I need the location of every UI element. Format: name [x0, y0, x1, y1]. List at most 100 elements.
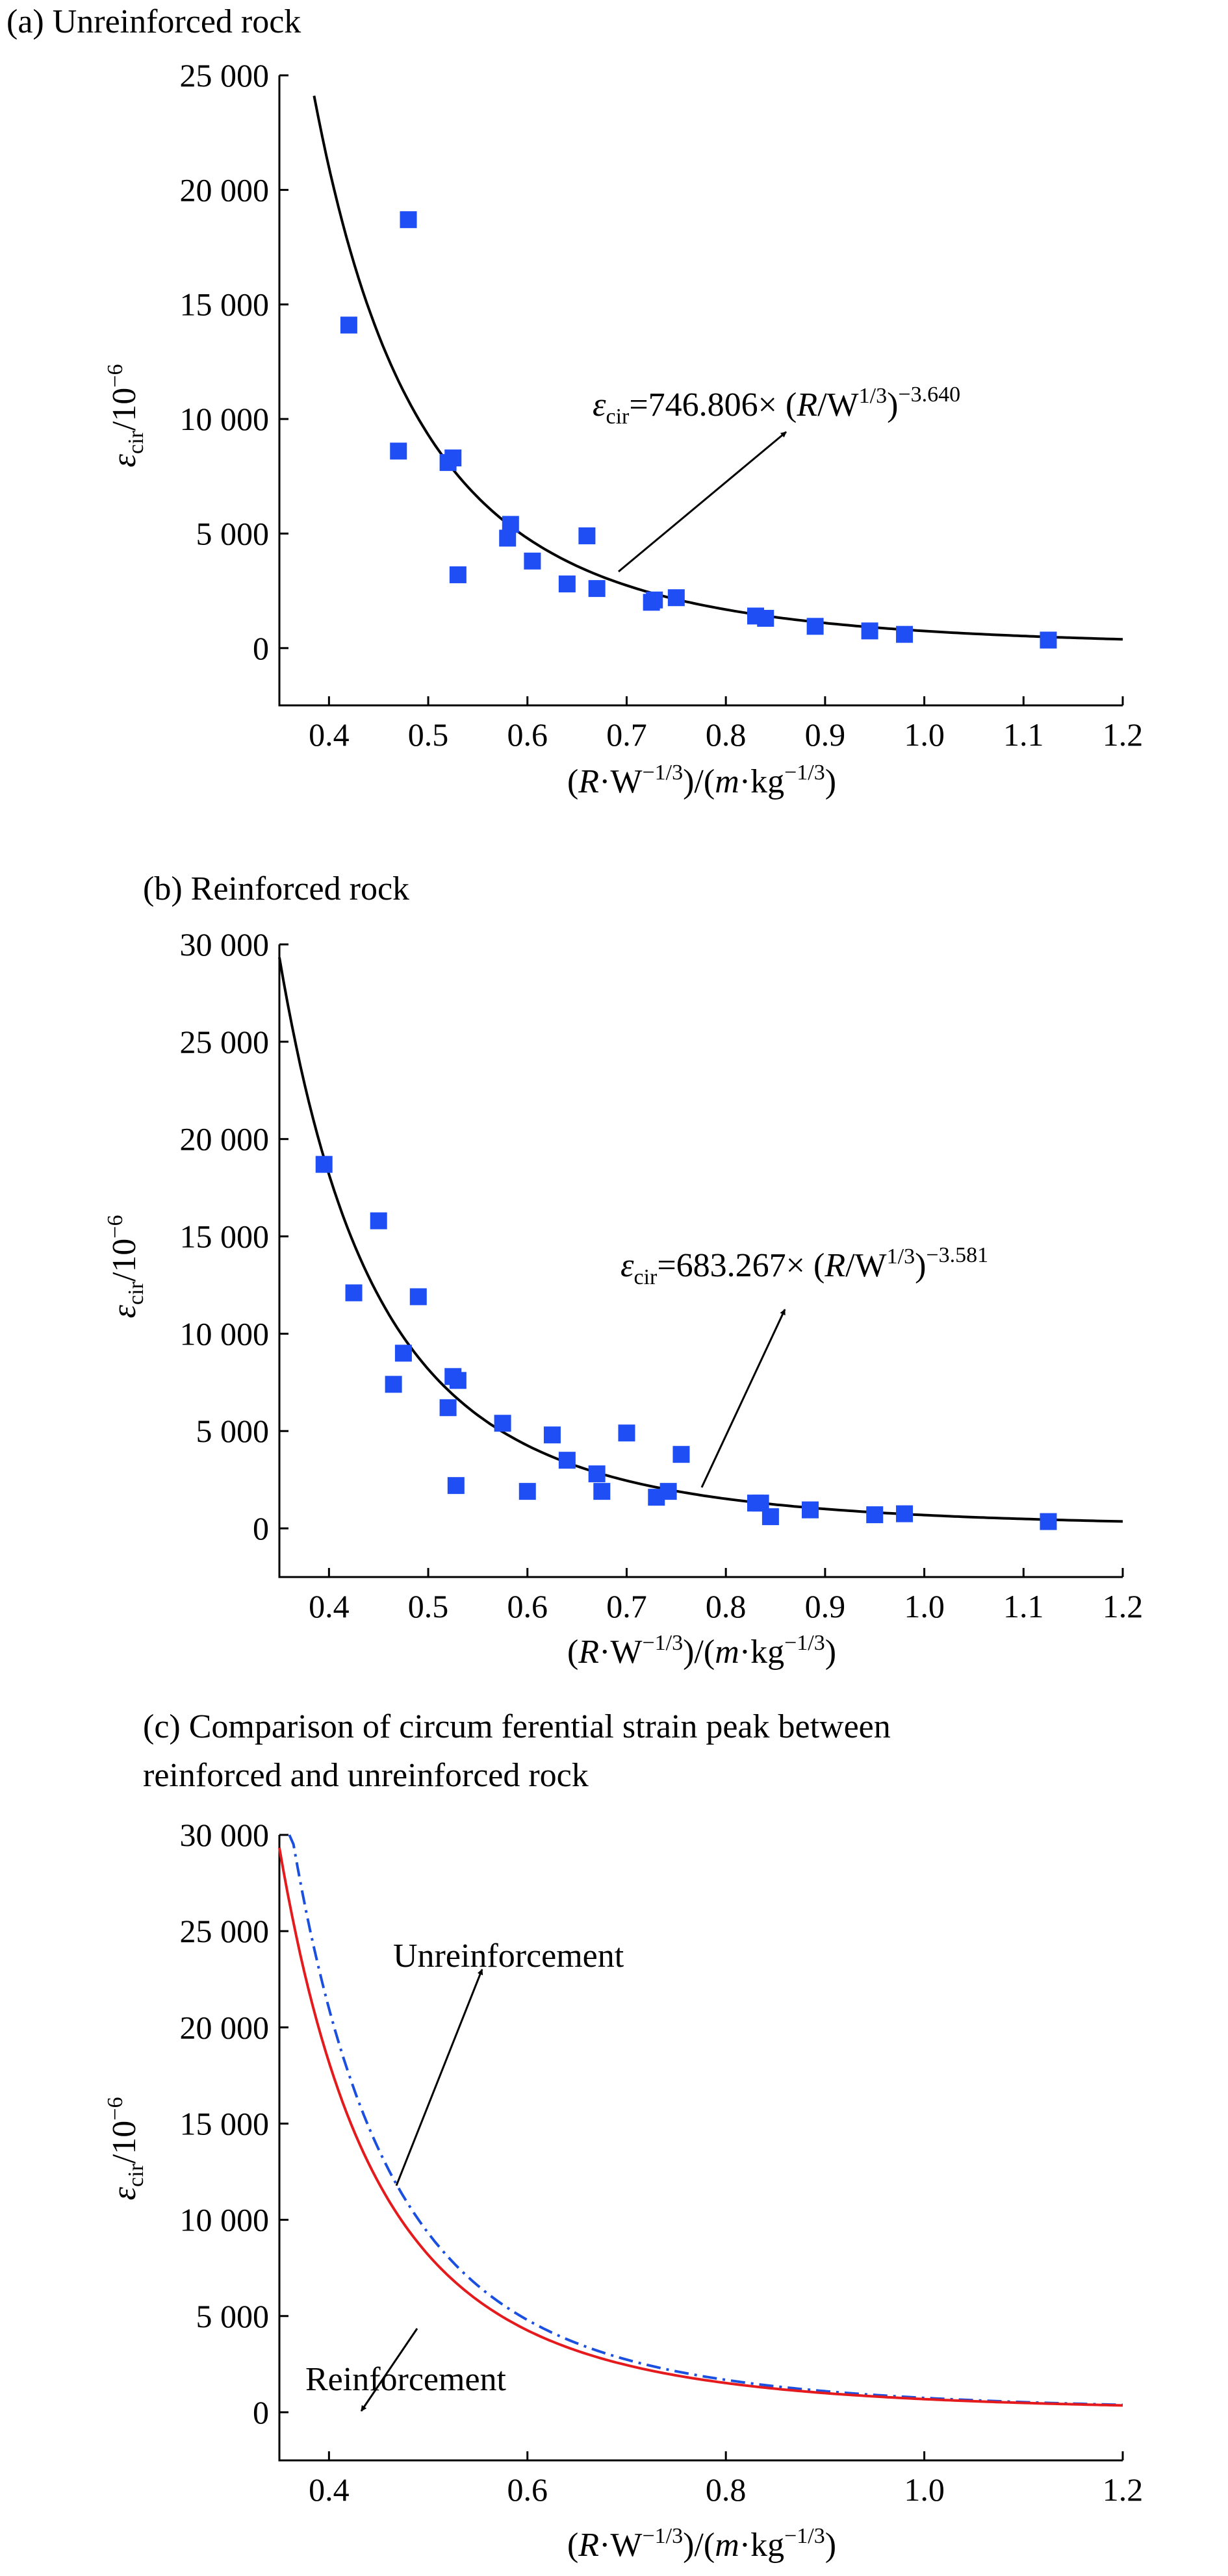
panel-a-data-point: [390, 442, 407, 460]
panel-c-ytick-label: 15 000: [180, 2105, 270, 2141]
panel-a-ylabel: εcir/10−6: [103, 364, 148, 468]
panel-c-unreinforcement-arrow: [395, 1969, 483, 2186]
panel-a-data-point: [861, 622, 878, 640]
panel-b-xtick-label: 0.5: [408, 1588, 449, 1624]
panel-b-title: (b) Reinforced rock: [143, 870, 409, 907]
panel-b-eq-body: =683.267× (: [657, 1247, 825, 1284]
panel-a-fit-equation: εcir=746.806× (R/W1/3)−3.640: [593, 383, 960, 429]
panel-b-annotation-arrow: [700, 1309, 786, 1488]
panel-b-data-point: [896, 1505, 914, 1522]
panel-c-xtick-label: 1.0: [904, 2471, 945, 2508]
panel-c-unreinforcement-line: [288, 1834, 1123, 2406]
panel-c-axes: [278, 1835, 1123, 2462]
panel-c: (c) Comparison of circum ferential strai…: [103, 1708, 1143, 2564]
panel-a-eq-body: =746.806× (: [629, 386, 797, 423]
panel-b-data-point: [543, 1426, 561, 1444]
panel-c-reinforcement-label: Reinforcement: [305, 2361, 507, 2398]
panel-c-xtick-label: 0.4: [309, 2471, 350, 2508]
panel-a-eq-cir: cir: [606, 405, 630, 429]
panel-b-fit-equation: εcir=683.267× (R/W1/3)−3.581: [620, 1243, 988, 1289]
panel-a-xtick-label: 1.2: [1103, 716, 1144, 753]
panel-a-data-point: [558, 575, 576, 593]
panel-b-yticks: 0 5 000 10 000 15 000 20 000 25 000 30 000: [180, 926, 288, 1547]
panel-b-data-point: [385, 1376, 402, 1393]
panel-c-xtick-label: 0.6: [507, 2471, 548, 2508]
panel-b-data-point: [447, 1477, 465, 1495]
panel-a-xtick-label: 1.1: [1003, 716, 1044, 753]
panel-a-ytick-label: 5 000: [196, 515, 270, 551]
panel-b-data-point: [801, 1501, 819, 1519]
panel-a-fit-line: [313, 95, 1123, 641]
panel-c-yticks: 0 5 000 10 000 15 000 20 000 25 000 30 000: [180, 1817, 288, 2431]
panel-b-ylabel: εcir/10−6: [103, 1215, 148, 1319]
panel-b-data-point: [494, 1415, 511, 1432]
panel-a-xtick-label: 0.9: [805, 716, 846, 753]
panel-b-xtick-label: 1.2: [1103, 1588, 1144, 1624]
panel-c-ytick-label: 0: [253, 2394, 269, 2431]
panel-b-ytick-label: 30 000: [180, 926, 270, 963]
panel-b-fit-line: [278, 957, 1123, 1523]
panel-c-xticks: 0.4 0.6 0.8 1.0 1.2: [309, 2451, 1143, 2508]
panel-a-data-point: [646, 591, 663, 609]
panel-a-annotation-arrow: [618, 431, 787, 573]
panel-a-data-point: [806, 618, 824, 635]
panel-c-ylabel: εcir/10−6: [103, 2097, 148, 2201]
panel-b-data-point: [409, 1288, 427, 1306]
panel-a-eq-wsup: 1/3: [859, 384, 887, 408]
panel-a-axes: [278, 75, 1123, 707]
panel-c-ytick-label: 30 000: [180, 1817, 270, 1853]
panel-c-title-line-1: (c) Comparison of circum ferential strai…: [143, 1708, 891, 1745]
panel-c-xlabel: (R·W−1/3)/(m·kg−1/3): [567, 2524, 836, 2564]
panel-a-data-point: [340, 316, 357, 334]
panel-c-reinforcement-arrow: [360, 2328, 418, 2412]
panel-b-ytick-label: 20 000: [180, 1121, 270, 1157]
panel-b-eq-wsup: 1/3: [887, 1244, 915, 1269]
panel-b-data-point: [593, 1483, 611, 1500]
panel-c-title-line-2: reinforced and unreinforced rock: [143, 1757, 589, 1794]
panel-a-xtick-label: 1.0: [904, 716, 945, 753]
panel-b-data-point: [370, 1212, 387, 1230]
panel-b-ytick-label: 10 000: [180, 1315, 270, 1352]
panel-b-xtick-label: 0.8: [706, 1588, 747, 1624]
panel-b-data-point: [866, 1506, 884, 1524]
panel-a-xtick-label: 0.4: [309, 716, 350, 753]
panel-a-eq-exp: −3.640: [898, 383, 960, 407]
panel-b-data-point: [439, 1399, 457, 1417]
panel-b-eq-cir: cir: [634, 1265, 658, 1289]
panel-a-eq-r: R: [796, 386, 817, 423]
panel-a-xtick-label: 0.8: [706, 716, 747, 753]
panel-a-xtick-label: 0.7: [606, 716, 647, 753]
panel-a-ytick-label: 15 000: [180, 286, 270, 323]
panel-b-eq-exp: −3.581: [926, 1243, 988, 1267]
panel-a-ytick-label: 0: [253, 630, 269, 666]
panel-b-data-point: [518, 1483, 536, 1500]
panel-c-ytick-label: 5 000: [196, 2298, 270, 2334]
panel-a-data-point: [578, 527, 596, 544]
panel-a-xticks: 0.4 0.5 0.6 0.7 0.8 0.9 1.0 1.1 1.2: [309, 696, 1143, 753]
panel-b-axes: [278, 944, 1123, 1578]
panel-a-data-point: [757, 609, 774, 627]
panel-a-points: [340, 211, 1057, 649]
panel-a-title: (a) Unreinforced rock: [6, 3, 301, 40]
panel-a-data-point: [1040, 631, 1057, 649]
panel-a: (a) Unreinforced rock 0 5 000 10 000 15 000…: [6, 3, 1143, 800]
panel-b-data-point: [659, 1483, 677, 1500]
panel-a-data-point: [502, 516, 519, 533]
panel-c-xtick-label: 1.2: [1103, 2471, 1144, 2508]
panel-b-eq-w: /W: [845, 1247, 887, 1284]
panel-b-eq-close: ): [915, 1247, 926, 1284]
panel-b-eq-epsilon: ε: [620, 1247, 634, 1284]
panel-b-xticks: 0.4 0.5 0.6 0.7 0.8 0.9 1.0 1.1 1.2: [309, 1568, 1143, 1624]
panel-a-xlabel: (R·W−1/3)/(m·kg−1/3): [567, 761, 836, 800]
panel-b-data-point: [394, 1345, 412, 1362]
panel-a-yticks: 0 5 000 10 000 15 000 20 000 25 000: [180, 57, 288, 666]
panel-a-eq-w: /W: [817, 386, 859, 423]
panel-b-xtick-label: 0.7: [606, 1588, 647, 1624]
panel-b-xtick-label: 0.6: [507, 1588, 548, 1624]
panel-b-xtick-label: 1.1: [1003, 1588, 1044, 1624]
panel-a-data-point: [400, 211, 417, 229]
panel-a-ytick-label: 10 000: [180, 401, 270, 437]
panel-b-xtick-label: 1.0: [904, 1588, 945, 1624]
panel-b-data-point: [558, 1452, 576, 1469]
